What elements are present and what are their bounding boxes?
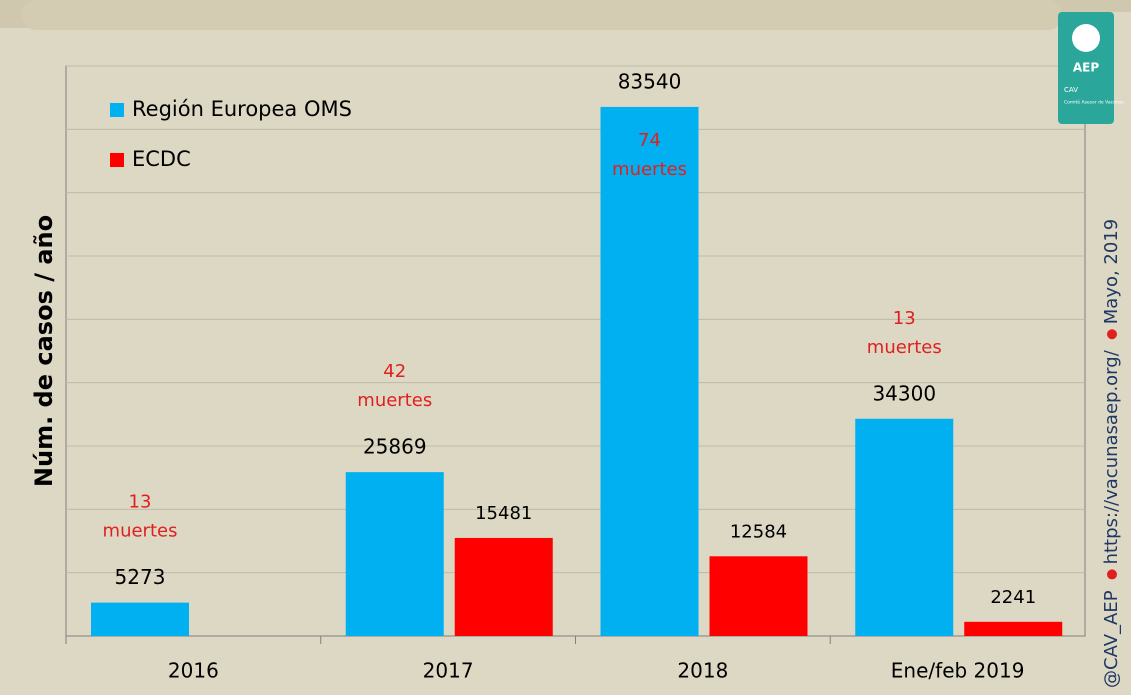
- side-dot: [1107, 329, 1117, 340]
- data-label: 15481: [475, 503, 532, 524]
- data-label: 83540: [618, 69, 682, 93]
- x-tick-label: 2018: [677, 659, 728, 683]
- legend-label: ECDC: [132, 147, 191, 171]
- data-label: 25869: [363, 435, 427, 459]
- annotation: muertes: [357, 390, 432, 411]
- logo-caption: Comité Asesor de Vacunas: [1064, 99, 1125, 106]
- legend-swatch: [110, 103, 124, 117]
- annotation: muertes: [612, 159, 687, 180]
- bar: [345, 472, 444, 636]
- x-tick-label: 2016: [168, 659, 219, 683]
- data-label: 5273: [115, 565, 166, 589]
- side-note-text: https://vacunasaep.org/: [1101, 349, 1122, 564]
- data-label: 2241: [990, 587, 1036, 608]
- logo-box: [1058, 12, 1114, 124]
- legend-swatch: [110, 153, 124, 167]
- bar: [91, 602, 189, 636]
- annotation: muertes: [103, 521, 178, 542]
- bar: [964, 621, 1063, 636]
- annotation: 42: [383, 361, 406, 382]
- side-note-text: @CAV_AEP: [1101, 590, 1122, 688]
- annotation: 13: [129, 492, 152, 513]
- side-note-text: Mayo, 2019: [1101, 219, 1122, 324]
- bar: [600, 106, 699, 636]
- bar: [709, 556, 808, 636]
- x-tick-label: 2017: [423, 659, 474, 683]
- annotation: muertes: [867, 337, 942, 358]
- x-tick-label: Ene/feb 2019: [891, 659, 1025, 683]
- annotation: 13: [893, 308, 916, 329]
- data-label: 34300: [872, 381, 936, 405]
- top-band: [22, 0, 1062, 30]
- data-label: 12584: [730, 521, 787, 542]
- bar: [855, 418, 954, 636]
- bar: [454, 537, 553, 636]
- side-note: @CAV_AEP https://vacunasaep.org/Mayo, 201…: [1101, 219, 1122, 688]
- side-dot: [1107, 569, 1117, 580]
- y-axis-label: Núm. de casos / año: [30, 215, 58, 487]
- legend-label: Región Europea OMS: [132, 97, 352, 121]
- logo-emblem: [1072, 24, 1100, 52]
- logo: AEP CAV Comité Asesor de Vacunas: [1058, 12, 1125, 124]
- logo-subtitle: CAV: [1064, 86, 1078, 94]
- annotation: 74: [638, 130, 661, 151]
- logo-title: AEP: [1073, 61, 1099, 75]
